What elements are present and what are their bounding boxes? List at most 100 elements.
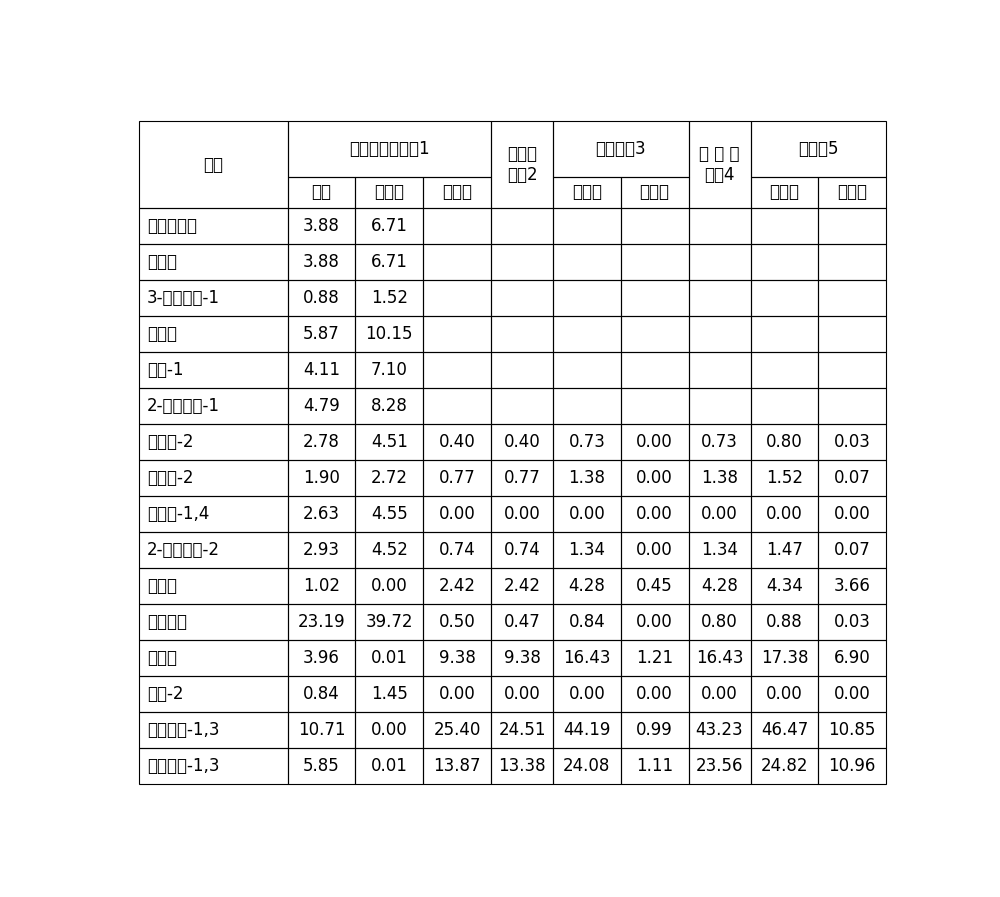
Text: 43.23: 43.23	[696, 721, 743, 739]
Bar	[818, 676, 886, 712]
Bar	[621, 532, 689, 568]
Bar	[689, 121, 751, 208]
Text: 9.38: 9.38	[504, 649, 540, 667]
Text: 顶出料: 顶出料	[769, 183, 799, 201]
Bar	[355, 496, 423, 532]
Text: 13.38: 13.38	[498, 757, 546, 775]
Bar	[818, 244, 886, 280]
Text: 23.19: 23.19	[298, 614, 345, 631]
Text: 39.72: 39.72	[366, 614, 413, 631]
Bar	[689, 352, 751, 388]
Text: 4.52: 4.52	[371, 541, 408, 559]
Text: 1.52: 1.52	[371, 289, 408, 307]
Text: 反戊烯-2: 反戊烯-2	[147, 433, 193, 451]
Bar	[751, 748, 818, 785]
Bar	[818, 177, 886, 208]
Bar	[288, 676, 355, 712]
Text: 顺戊烯-2: 顺戊烯-2	[147, 469, 193, 487]
Text: 17.38: 17.38	[761, 649, 808, 667]
Text: 1.38: 1.38	[701, 469, 738, 487]
Bar	[818, 352, 886, 388]
Bar	[553, 676, 621, 712]
Bar	[288, 316, 355, 352]
Text: 底出料: 底出料	[640, 183, 670, 201]
Text: 3-甲基丁烯-1: 3-甲基丁烯-1	[147, 289, 220, 307]
Text: 0.00: 0.00	[636, 541, 673, 559]
Bar	[818, 532, 886, 568]
Bar	[751, 532, 818, 568]
Bar	[689, 640, 751, 676]
Bar	[139, 208, 288, 244]
Bar	[139, 496, 288, 532]
Bar	[553, 748, 621, 785]
Bar	[751, 352, 818, 388]
Bar	[491, 532, 553, 568]
Bar	[621, 712, 689, 748]
Text: 1.52: 1.52	[766, 469, 803, 487]
Bar	[491, 208, 553, 244]
Bar	[751, 712, 818, 748]
Bar	[139, 712, 288, 748]
Bar	[751, 568, 818, 605]
Bar	[751, 605, 818, 640]
Bar	[139, 568, 288, 605]
Bar	[355, 460, 423, 496]
Text: 0.00: 0.00	[701, 505, 738, 523]
Bar	[288, 121, 491, 177]
Bar	[689, 280, 751, 316]
Bar	[355, 712, 423, 748]
Bar	[621, 676, 689, 712]
Text: 4.28: 4.28	[568, 577, 605, 596]
Text: 0.45: 0.45	[636, 577, 673, 596]
Text: 1.45: 1.45	[371, 685, 408, 703]
Bar	[689, 532, 751, 568]
Bar	[423, 496, 491, 532]
Text: 24.51: 24.51	[498, 721, 546, 739]
Text: 6.71: 6.71	[371, 253, 408, 271]
Bar	[288, 496, 355, 532]
Text: 16.43: 16.43	[563, 649, 611, 667]
Text: 顶出料: 顶出料	[374, 183, 404, 201]
Text: 2.42: 2.42	[504, 577, 541, 596]
Text: 脱双环坘3: 脱双环坘3	[595, 140, 646, 158]
Bar	[423, 460, 491, 496]
Text: 0.88: 0.88	[766, 614, 803, 631]
Bar	[621, 640, 689, 676]
Bar	[818, 208, 886, 244]
Bar	[621, 244, 689, 280]
Bar	[139, 388, 288, 424]
Bar	[423, 280, 491, 316]
Bar	[553, 496, 621, 532]
Bar	[553, 388, 621, 424]
Bar	[553, 352, 621, 388]
Bar	[491, 352, 553, 388]
Bar	[423, 244, 491, 280]
Text: 碳四及以下: 碳四及以下	[147, 217, 197, 235]
Text: 异戊二烯: 异戊二烯	[147, 614, 187, 631]
Bar	[288, 640, 355, 676]
Bar	[139, 121, 288, 208]
Bar	[751, 177, 818, 208]
Bar	[621, 280, 689, 316]
Text: 0.00: 0.00	[636, 614, 673, 631]
Bar	[751, 121, 886, 177]
Text: 10.96: 10.96	[828, 757, 876, 775]
Bar	[689, 712, 751, 748]
Bar	[751, 460, 818, 496]
Text: 0.47: 0.47	[504, 614, 540, 631]
Bar	[689, 605, 751, 640]
Bar	[553, 532, 621, 568]
Bar	[689, 316, 751, 352]
Bar	[621, 496, 689, 532]
Bar	[139, 532, 288, 568]
Bar	[621, 568, 689, 605]
Text: 44.19: 44.19	[563, 721, 611, 739]
Text: 25.40: 25.40	[433, 721, 481, 739]
Text: 1.90: 1.90	[303, 469, 340, 487]
Bar	[818, 605, 886, 640]
Bar	[288, 748, 355, 785]
Bar	[491, 640, 553, 676]
Bar	[355, 316, 423, 352]
Bar	[288, 208, 355, 244]
Text: 0.03: 0.03	[834, 433, 871, 451]
